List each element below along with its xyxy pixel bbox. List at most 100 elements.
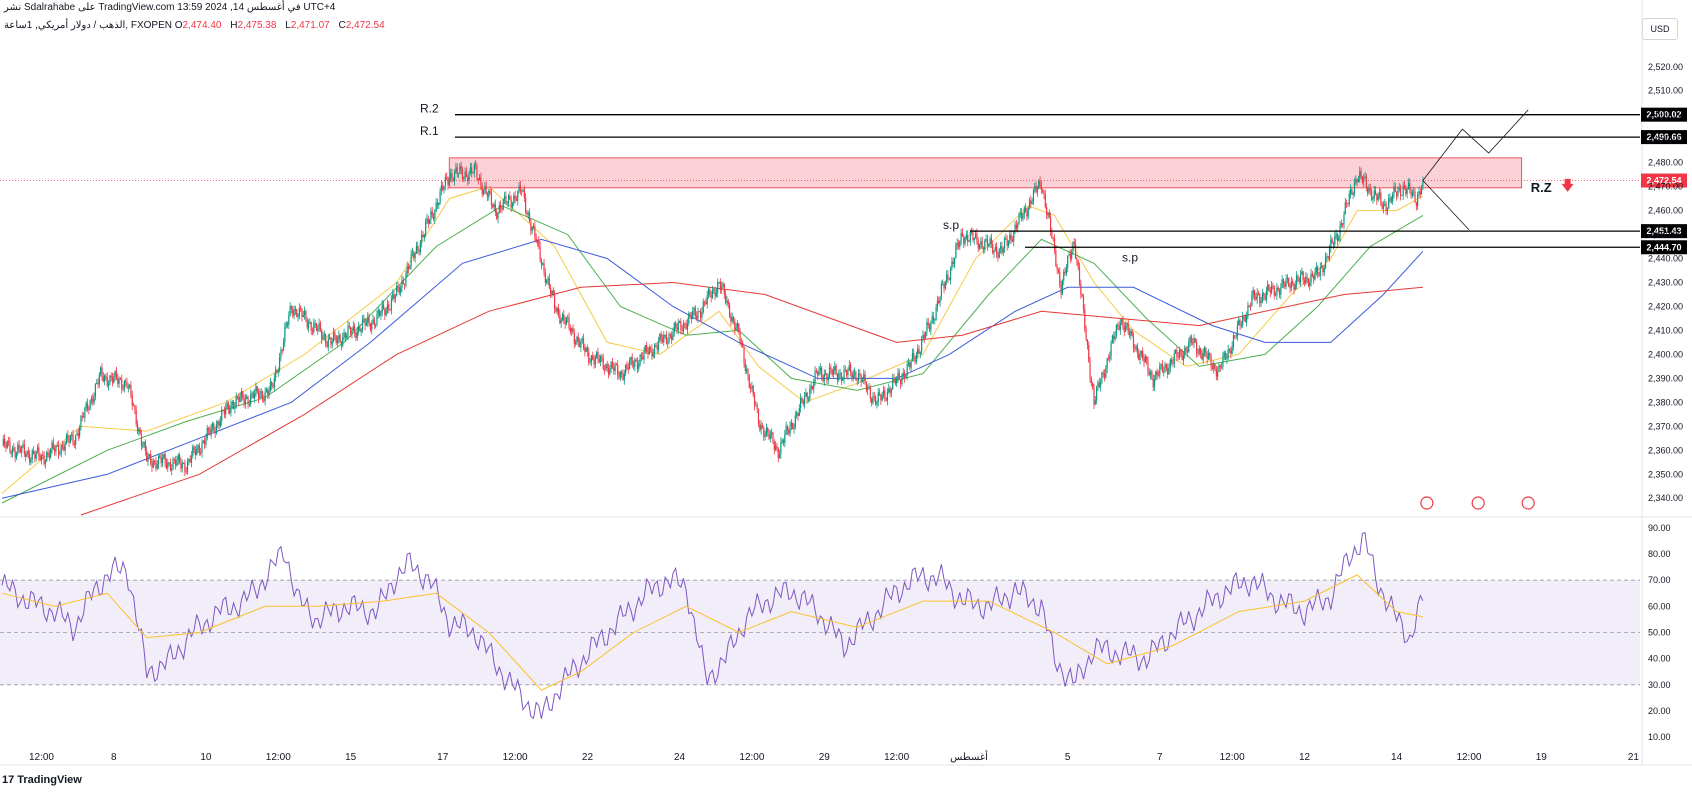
candle-body [727,300,729,305]
last-price-label: 2,472.54 [1646,176,1681,186]
ma-line-ma_fast [1,186,1424,494]
candle-body [336,339,339,344]
candle-body [198,445,200,453]
symbol-name: الذهب / دولار أمريكي, 1ساعة, FXOPEN [4,20,172,31]
candle-body [1160,363,1162,366]
candle-body [1080,283,1082,295]
candle-body [471,167,473,173]
candle-body [968,241,970,243]
candle-body [709,289,711,296]
time-tick-label: 5 [1065,752,1071,763]
candle-body [1190,336,1192,343]
candle-body [148,453,150,457]
candle-body [593,359,595,365]
candle-body [176,460,178,466]
candle-body [990,238,992,245]
candle-body [1163,371,1165,373]
candle-body [386,304,389,310]
price-tick-label: 2,490.00 [1648,134,1683,144]
candle-body [568,317,570,328]
candle-body [306,319,308,328]
candle-body [696,316,698,319]
candle-body [10,451,12,454]
candle-body [1306,276,1308,279]
candle-body [814,370,816,383]
candle-body [703,301,706,303]
candle-body [13,447,15,451]
candle-body [894,378,896,384]
candle-body [1240,325,1242,326]
brand-name: TradingView [17,774,82,786]
candle-body [827,376,829,381]
candle-body [1199,348,1202,354]
candle-body [873,396,875,398]
candle-body [44,461,47,464]
candle-body [396,286,398,296]
candle-body [855,372,857,381]
candle-body [273,378,275,388]
candle-body [906,364,908,376]
candle-body [1348,194,1350,205]
candle-body [1334,236,1336,245]
candle-body [440,185,443,191]
candle-body [1372,198,1374,200]
candle-body [576,336,578,343]
candle-body [394,295,396,299]
candle-body [32,450,35,455]
candle-body [1377,195,1379,201]
candle-body [154,460,156,462]
candle-body [301,309,303,318]
candle-body [1030,200,1032,204]
candle-body [931,316,933,323]
candle-body [122,388,124,390]
candle-body [344,332,346,339]
rsi-tick-label: 70.00 [1648,575,1671,585]
candle-body [1278,289,1281,295]
price-tick-label: 2,460.00 [1648,206,1683,216]
level-price-tag [1641,107,1687,122]
candle-body [380,312,382,316]
candle-body [880,394,882,401]
candle-body [1397,189,1399,197]
candle-body [860,374,862,383]
candle-body [913,352,915,358]
currency-button[interactable]: USD [1642,18,1678,40]
candle-body [572,327,574,334]
candle-body [1299,274,1302,283]
candle-body [330,337,332,345]
candle-body [496,212,498,219]
candle-body [1385,203,1387,211]
candle-body [960,232,962,241]
price-tick-label: 2,430.00 [1648,278,1683,288]
time-tick-label: 29 [819,752,831,763]
candle-body [452,178,454,181]
rsi-pane: 90.00 80.00 70.00 60.00 50.00 40.00 30.00 20.00… [0,523,1671,742]
candle-body [903,372,906,379]
candle-body [1342,223,1344,225]
candle-body [771,432,773,435]
candle-body [1359,171,1361,179]
candle-body [1226,357,1228,360]
candle-body [564,320,566,325]
candle-body [1398,187,1400,190]
candle-body [281,349,283,351]
us-event-icon [1420,496,1434,510]
candle-body [807,399,810,401]
candle-body [213,423,215,432]
candle-body [964,237,966,244]
candle-body [359,326,361,332]
candle-body [628,360,631,370]
candle-body [1126,323,1128,326]
candle-body [919,351,921,354]
candle-body [831,369,833,376]
candle-body [864,374,866,382]
candle-body [1206,355,1208,359]
tradingview-brand[interactable]: 17 TradingView [2,774,82,786]
candle-body [89,400,91,410]
us-event-icon [1521,496,1535,510]
candle-body [621,372,623,375]
candle-body [527,213,529,215]
symbol-legend[interactable]: الذهب / دولار أمريكي, 1ساعة, FXOPEN O2,4… [4,20,391,31]
candle-body [946,274,948,282]
